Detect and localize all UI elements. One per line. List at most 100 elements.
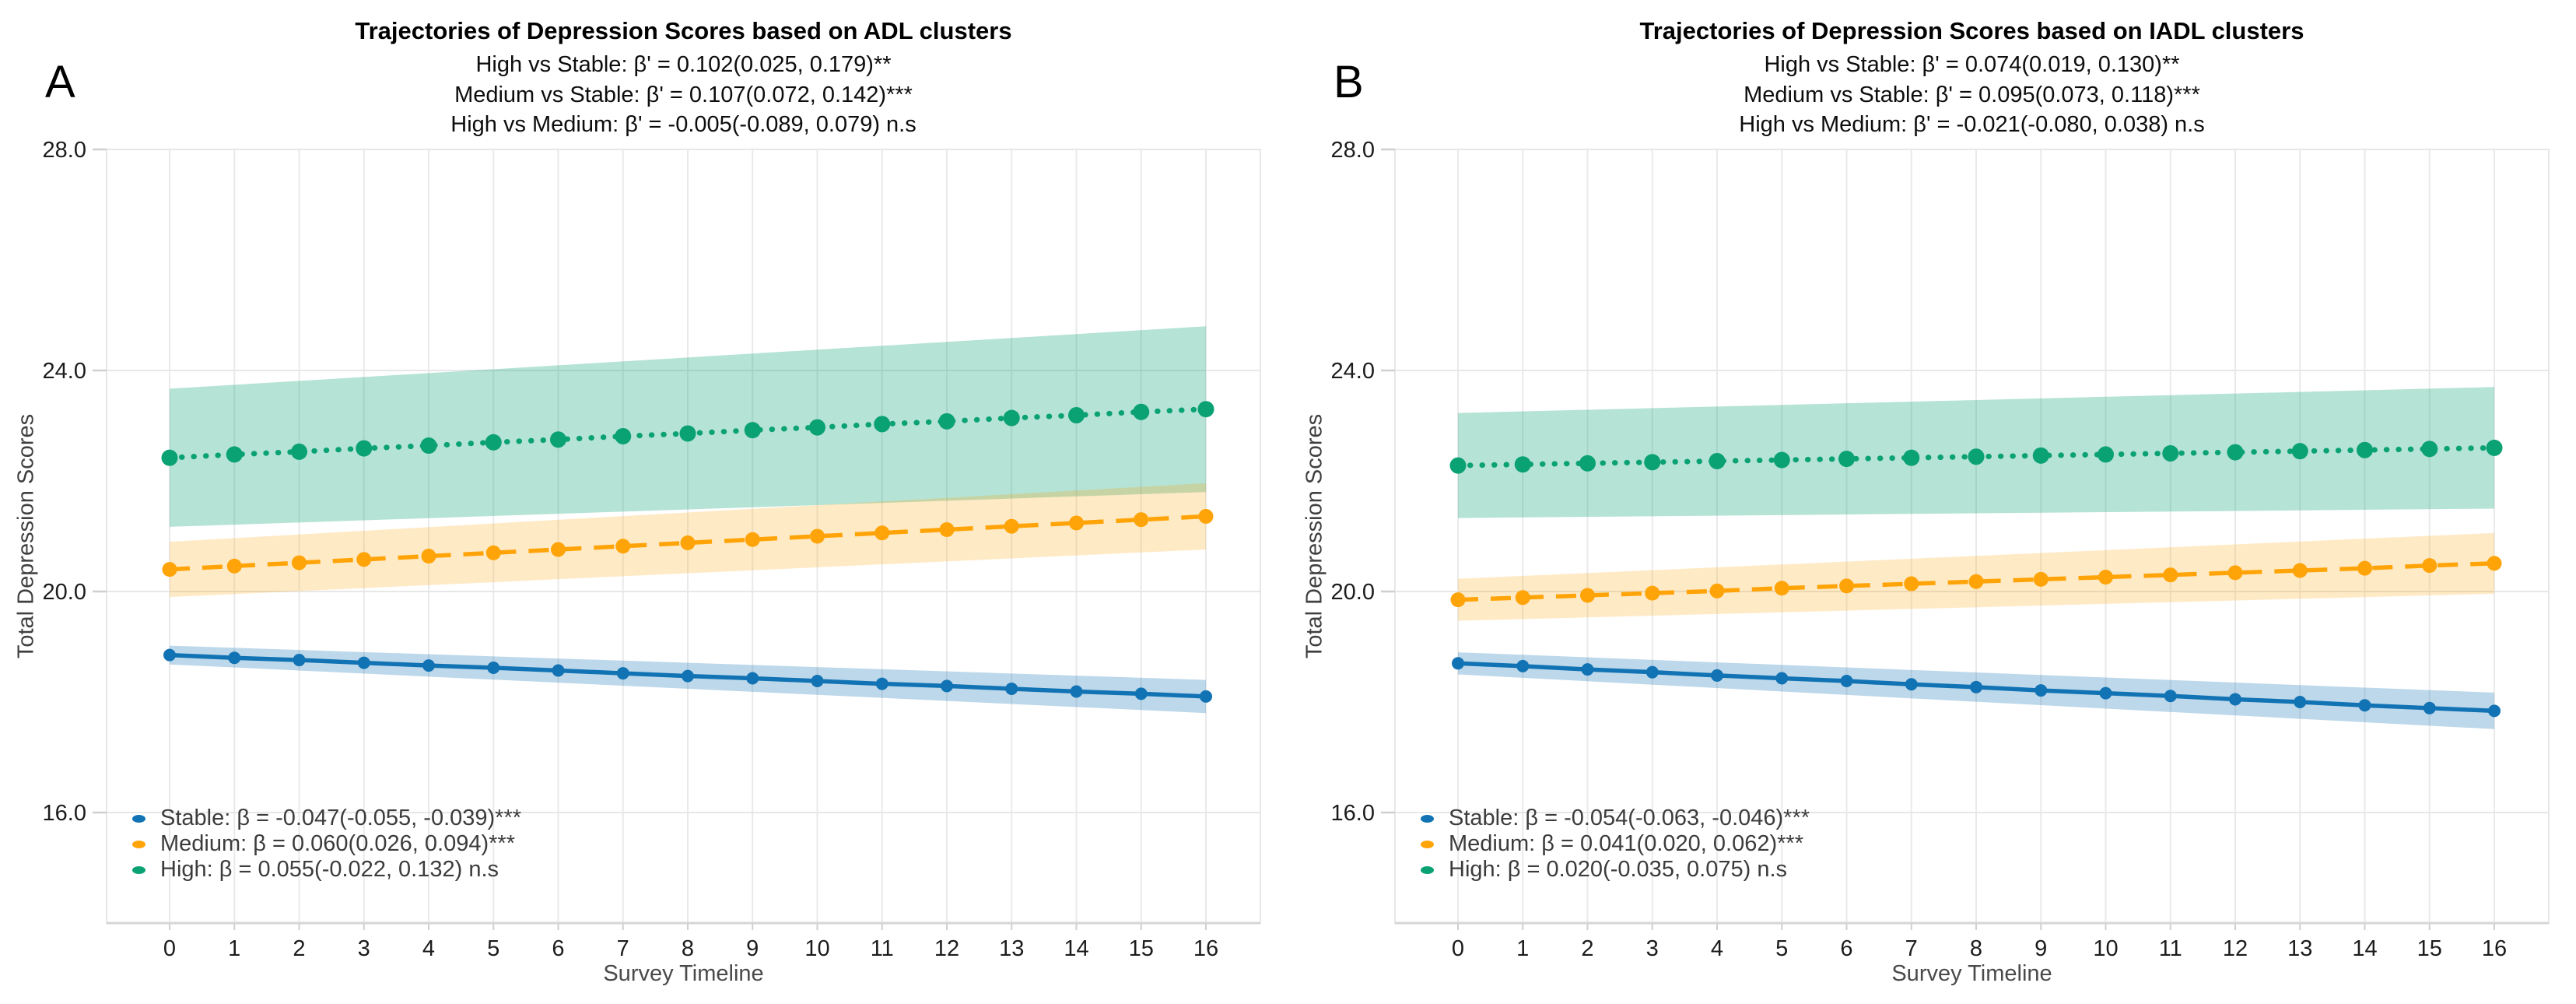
data-point-stable (1775, 672, 1789, 685)
data-point-high (356, 440, 373, 457)
x-tick-label: 7 (617, 936, 629, 961)
data-point-stable (422, 659, 435, 672)
data-point-stable (2164, 690, 2177, 703)
subtitle-high-vs-stable: High vs Stable: β' = 0.074(0.019, 0.130)… (1764, 52, 2180, 77)
data-point-medium (551, 542, 566, 557)
subtitle-high-vs-stable: High vs Stable: β' = 0.102(0.025, 0.179)… (475, 52, 892, 77)
data-point-medium (2033, 571, 2049, 587)
data-point-stable (228, 651, 241, 665)
data-point-high (938, 412, 955, 430)
x-tick-label: 12 (934, 936, 959, 961)
data-point-stable (1070, 685, 1083, 698)
x-tick-label: 13 (999, 936, 1024, 961)
legend-label-medium: Medium: β = 0.041(0.020, 0.062)*** (1449, 831, 1803, 856)
data-point-medium (2422, 558, 2438, 574)
y-tick-label: 16.0 (43, 801, 86, 826)
data-point-stable (2099, 686, 2112, 700)
subtitle-high-vs-medium: High vs Medium: β' = -0.005(-0.089, 0.07… (450, 112, 916, 137)
y-tick-label: 28.0 (43, 138, 86, 163)
legend-marker-medium-icon (1421, 840, 1434, 848)
data-point-stable (616, 667, 629, 680)
data-point-medium (2098, 570, 2113, 585)
legend-item-high: High: β = 0.020(-0.035, 0.075) n.s (1421, 857, 1810, 883)
data-point-high (161, 449, 178, 466)
data-point-medium (810, 528, 825, 544)
y-tick-label: 24.0 (1331, 359, 1375, 384)
x-tick-label: 11 (871, 936, 894, 961)
data-point-high (1003, 409, 1020, 427)
data-point-medium (1904, 576, 1919, 592)
data-point-high (1514, 456, 1531, 473)
data-point-stable (357, 656, 370, 669)
data-point-high (2032, 447, 2049, 464)
x-tick-label: 1 (1516, 936, 1529, 961)
data-point-high (2291, 443, 2308, 460)
data-point-medium (162, 562, 177, 577)
data-point-medium (226, 558, 242, 574)
data-point-medium (1198, 508, 1214, 524)
x-tick-label: 6 (552, 936, 564, 961)
data-point-stable (2229, 693, 2241, 706)
data-point-stable (487, 661, 500, 674)
legend-item-high: High: β = 0.055(-0.022, 0.132) n.s (132, 857, 521, 883)
y-tick-label: 16.0 (1331, 801, 1375, 826)
legend-iadl: Stable: β = -0.054(-0.063, -0.046)*** Me… (1421, 806, 1810, 883)
data-point-high (2421, 441, 2438, 458)
data-point-medium (1774, 581, 1789, 596)
x-tick-label: 12 (2223, 936, 2248, 961)
data-point-medium (1515, 590, 1530, 606)
data-point-high (485, 434, 502, 451)
data-point-stable (2294, 696, 2307, 708)
y-tick-label: 28.0 (1331, 138, 1375, 163)
data-point-stable (1970, 680, 1982, 693)
y-tick-label: 20.0 (1331, 580, 1375, 605)
data-point-stable (1134, 687, 1148, 700)
y-tick-label: 20.0 (43, 580, 86, 605)
x-tick-label: 2 (293, 936, 305, 961)
data-point-high (2357, 441, 2373, 458)
data-point-high (615, 427, 632, 444)
data-point-high (874, 416, 891, 433)
data-point-medium (2292, 563, 2308, 578)
data-point-high (2486, 439, 2503, 456)
panel-iadl-clusters: B Trajectories of Depression Scores base… (1288, 0, 2576, 1004)
data-point-medium (292, 555, 307, 570)
data-point-high (1773, 451, 1790, 469)
data-point-medium (2227, 565, 2243, 581)
x-tick-label: 15 (2417, 936, 2442, 961)
subtitle-medium-vs-stable: Medium vs Stable: β' = 0.107(0.072, 0.14… (454, 82, 913, 107)
data-point-medium (1134, 512, 1149, 528)
data-point-stable (875, 677, 888, 690)
x-tick-label: 11 (2159, 936, 2182, 961)
data-point-medium (421, 549, 436, 564)
legend-item-medium: Medium: β = 0.060(0.026, 0.094)*** (132, 831, 521, 857)
data-point-high (679, 425, 696, 442)
legend-label-high: High: β = 0.020(-0.035, 0.075) n.s (1449, 857, 1788, 882)
panel-label-a: A (45, 57, 76, 107)
data-point-stable (163, 648, 176, 662)
x-tick-label: 7 (1905, 936, 1918, 961)
x-tick-label: 4 (1711, 936, 1723, 961)
x-tick-label: 3 (358, 936, 370, 961)
legend-item-stable: Stable: β = -0.054(-0.063, -0.046)*** (1421, 806, 1810, 831)
data-point-high (809, 419, 825, 436)
data-point-stable (293, 654, 306, 667)
data-point-medium (1580, 588, 1595, 603)
data-point-medium (1004, 518, 1019, 534)
data-point-stable (682, 669, 694, 683)
data-point-medium (2357, 560, 2372, 576)
data-point-stable (1005, 682, 1018, 695)
data-point-medium (1968, 574, 1984, 589)
legend-label-medium: Medium: β = 0.060(0.026, 0.094)*** (160, 831, 515, 856)
data-point-stable (1840, 675, 1853, 688)
panel-adl-clusters: A Trajectories of Depression Scores base… (14, 17, 1261, 986)
chart-title-adl: Trajectories of Depression Scores based … (355, 17, 1012, 44)
legend-marker-medium-icon (132, 840, 145, 848)
data-point-high (1644, 454, 1661, 471)
x-tick-label: 1 (228, 936, 240, 961)
x-tick-label: 13 (2287, 936, 2312, 961)
data-point-high (1903, 449, 1920, 466)
data-point-stable (1905, 678, 1918, 691)
plot-area-adl: 28.024.020.016.00 1 2 3 4 5 6 7 8 9 10 11 12 13 14 15 16 (43, 138, 1261, 961)
